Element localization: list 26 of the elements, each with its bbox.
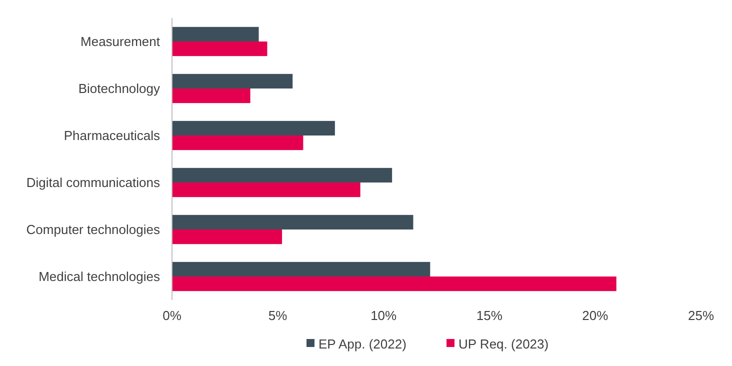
y-tick-label: Pharmaceuticals xyxy=(64,128,160,144)
bar xyxy=(172,276,616,292)
y-tick-label: Medical technologies xyxy=(38,269,160,284)
bar xyxy=(172,214,414,230)
legend-label: UP Req. (2023) xyxy=(458,336,549,352)
x-tick-label: 10% xyxy=(370,308,398,323)
x-tick-label: 15% xyxy=(476,308,503,323)
x-tick-label: 20% xyxy=(582,308,609,323)
bar xyxy=(172,42,268,56)
bar xyxy=(172,168,392,182)
x-tick-label: 25% xyxy=(688,308,714,323)
bar xyxy=(172,136,304,150)
bar xyxy=(172,74,293,88)
x-tick-label: 5% xyxy=(268,308,288,323)
bar xyxy=(172,120,335,136)
bar xyxy=(172,26,259,42)
bar xyxy=(172,182,360,198)
legend-label: EP App. (2022) xyxy=(318,336,406,352)
bar xyxy=(172,88,250,104)
y-tick-label: Measurement xyxy=(80,34,160,50)
y-tick-label: Computer technologies xyxy=(26,222,160,238)
x-tick-label: 0% xyxy=(162,308,182,323)
bar xyxy=(172,262,430,276)
y-tick-label: Biotechnology xyxy=(78,81,160,96)
y-tick-label: Digital communications xyxy=(26,175,160,190)
bar xyxy=(172,230,282,244)
